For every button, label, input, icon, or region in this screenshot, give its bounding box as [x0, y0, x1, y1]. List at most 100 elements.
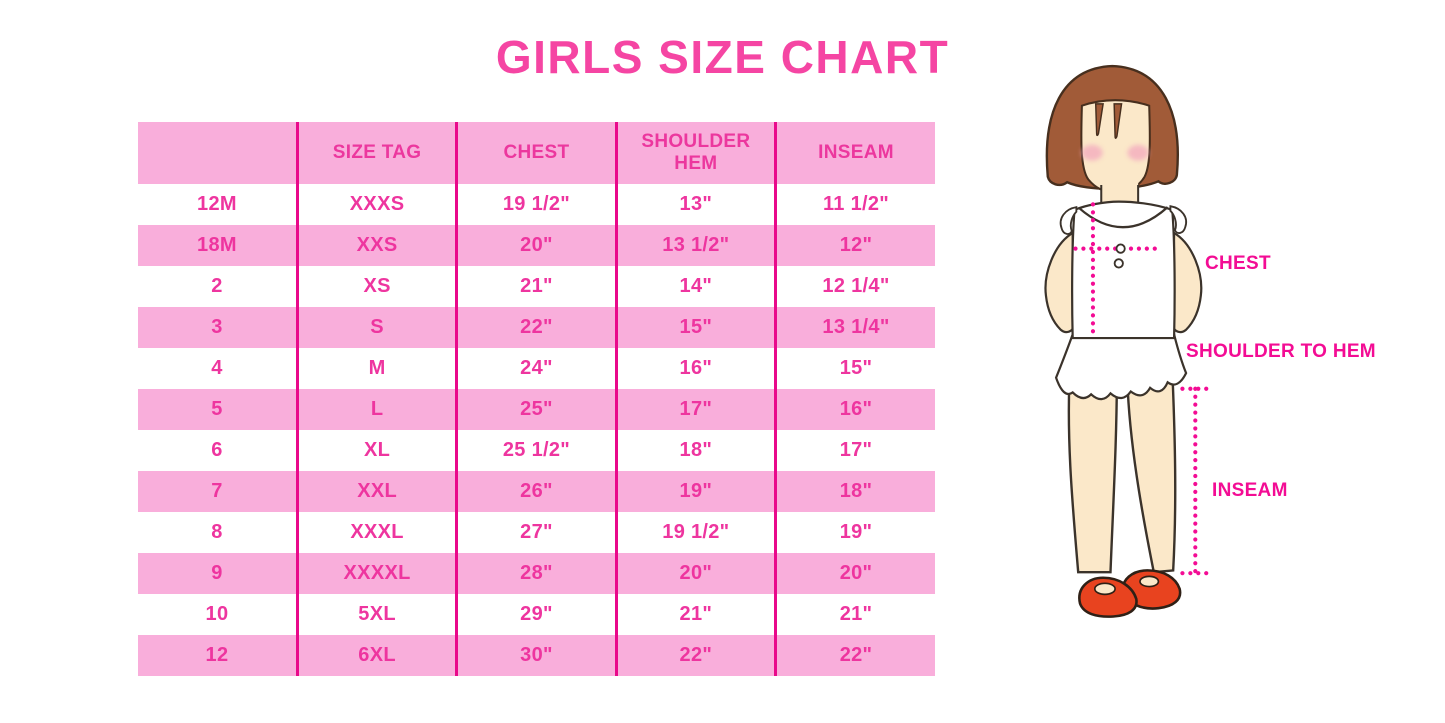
table-cell: 19": [774, 512, 935, 553]
table-cell: 12: [138, 635, 298, 676]
table-cell: 27": [455, 512, 617, 553]
blush-left-icon: [1081, 144, 1103, 161]
right-leg: [1125, 368, 1177, 574]
table-row: 7 XXL 26" 19" 18": [138, 471, 935, 512]
table-cell: 20": [455, 225, 617, 266]
left-shoe-opening: [1093, 582, 1116, 596]
table-cell: 21": [455, 266, 617, 307]
table-cell: 12": [774, 225, 935, 266]
table-cell: 29": [455, 594, 617, 635]
page-title: GIRLS SIZE CHART: [495, 31, 950, 83]
bottom-button: [1113, 258, 1124, 269]
table-row: 12 6XL 30" 22" 22": [138, 635, 935, 676]
bangs: [1094, 103, 1123, 139]
table-cell: 19 1/2": [455, 184, 617, 225]
table-cell: 6XL: [295, 635, 457, 676]
table-cell: 19": [614, 471, 776, 512]
table-cell: 16": [614, 348, 776, 389]
table-cell: 22": [614, 635, 776, 676]
table-cell: XXXL: [295, 512, 457, 553]
left-arm: [1044, 230, 1075, 334]
table-cell: 21": [774, 594, 935, 635]
inseam-label: INSEAM: [1212, 480, 1288, 501]
table-cell: 24": [455, 348, 617, 389]
right-arm: [1172, 230, 1203, 334]
column-header-inseam: INSEAM: [774, 122, 935, 184]
table-row: 10 5XL 29" 21" 21": [138, 594, 935, 635]
table-cell: 16": [774, 389, 935, 430]
column-header-size: [138, 122, 298, 184]
table-row: 4 M 24" 16" 15": [138, 348, 935, 389]
neckline: [1078, 206, 1169, 229]
table-row: 3 S 22" 15" 13 1/4": [138, 307, 935, 348]
table-row: 8 XXXL 27" 19 1/2" 19": [138, 512, 935, 553]
table-cell: 14": [614, 266, 776, 307]
table-cell: 28": [455, 553, 617, 594]
right-shoe-opening: [1139, 575, 1160, 588]
table-cell: 25": [455, 389, 617, 430]
column-header-shoulder-hem: SHOULDER HEM: [614, 122, 776, 184]
girl-illustration-svg: [1044, 64, 1209, 618]
table-cell: 17": [614, 389, 776, 430]
table-cell: 11 1/2": [774, 184, 935, 225]
table-cell: 17": [774, 430, 935, 471]
table-cell: XL: [295, 430, 457, 471]
table-cell: 18": [614, 430, 776, 471]
table-cell: 12M: [197, 193, 237, 215]
header-row: SIZE TAG CHEST SHOULDER HEM INSEAM: [138, 122, 935, 184]
size-table-body: 12M XXXS 19 1/2" 13" 11 1/2" 18M XXS 20" 13 1/2"…: [138, 184, 935, 676]
table-cell: 18": [774, 471, 935, 512]
left-shoe: [1078, 576, 1138, 618]
table-cell: 20": [614, 553, 776, 594]
table-cell: 30": [455, 635, 617, 676]
table-row: 18M XXS 20" 13 1/2" 12": [138, 225, 935, 266]
table-cell: M: [295, 348, 457, 389]
left-leg: [1067, 368, 1119, 574]
table-cell: XXXS: [295, 184, 457, 225]
table-cell: 13": [614, 184, 776, 225]
table-cell: XXL: [295, 471, 457, 512]
table-cell: L: [295, 389, 457, 430]
table-cell: 10: [205, 603, 229, 625]
girl-illustration: [1000, 55, 1445, 705]
table-row: 5 L 25" 17" 16": [138, 389, 935, 430]
table-cell: 8: [211, 521, 223, 543]
table-cell: XXXXL: [295, 553, 457, 594]
left-shoulder-ruffle: [1059, 206, 1078, 235]
table-row: 2 XS 21" 14" 12 1/4": [138, 266, 935, 307]
table-cell: 22": [774, 635, 935, 676]
size-table-header: SIZE TAG CHEST SHOULDER HEM INSEAM: [138, 122, 935, 184]
table-cell: 15": [614, 307, 776, 348]
table-cell: 21": [614, 594, 776, 635]
right-shoulder-ruffle: [1169, 205, 1187, 234]
table-cell: 12 1/4": [774, 266, 935, 307]
shoulder-to-hem-label: SHOULDER TO HEM: [1186, 341, 1376, 362]
table-cell: 5: [138, 389, 298, 430]
table-cell: XXS: [295, 225, 457, 266]
table-cell: XS: [295, 266, 457, 307]
column-header-chest: CHEST: [455, 122, 617, 184]
table-cell: 7: [138, 471, 298, 512]
bodice: [1071, 200, 1176, 340]
blush-right-icon: [1127, 144, 1149, 161]
column-header-size-tag: SIZE TAG: [295, 122, 457, 184]
table-cell: 19 1/2": [614, 512, 776, 553]
table-cell: 4: [211, 357, 223, 379]
table-cell: 13 1/4": [774, 307, 935, 348]
table-cell: 3: [138, 307, 298, 348]
table-cell: 6: [211, 439, 223, 461]
table-cell: 2: [211, 275, 223, 297]
table-cell: 18M: [138, 225, 298, 266]
table-cell: 20": [774, 553, 935, 594]
table-cell: S: [295, 307, 457, 348]
table-cell: 5XL: [295, 594, 457, 635]
table-row: 12M XXXS 19 1/2" 13" 11 1/2": [138, 184, 935, 225]
top-button: [1115, 243, 1126, 254]
size-table: SIZE TAG CHEST SHOULDER HEM INSEAM 12M XX…: [138, 122, 935, 676]
table-cell: 26": [455, 471, 617, 512]
table-cell: 22": [455, 307, 617, 348]
table-row: 6 XL 25 1/2" 18" 17": [138, 430, 935, 471]
table-cell: 9: [138, 553, 298, 594]
chest-label: CHEST: [1205, 253, 1271, 274]
table-cell: 13 1/2": [614, 225, 776, 266]
